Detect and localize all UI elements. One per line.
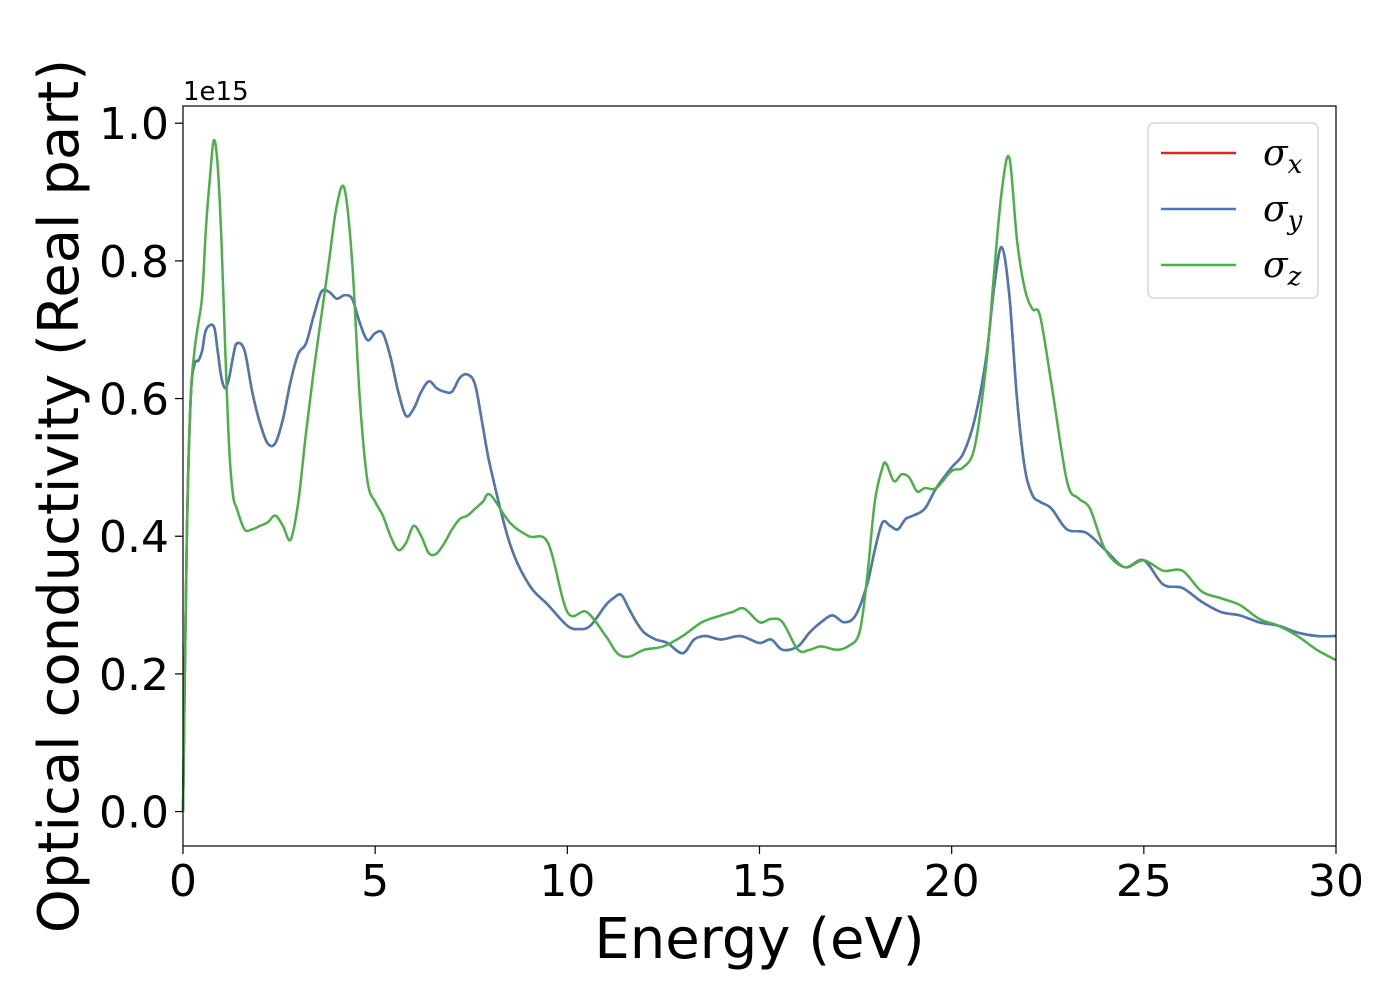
x-tick-label: 25 — [1116, 856, 1172, 907]
x-axis-label: Energy (eV) — [594, 907, 924, 972]
x-axis: 0 5 10 15 20 25 30 — [169, 846, 1364, 907]
legend-label-x: σx — [1263, 133, 1303, 180]
x-tick-label: 0 — [169, 856, 197, 907]
y-tick-label: 0.4 — [99, 512, 169, 563]
series-lines — [181, 138, 1337, 812]
legend-box — [1147, 122, 1319, 299]
x-tick-label: 30 — [1308, 856, 1364, 907]
legend-label-y: σy — [1263, 189, 1303, 236]
legend-label-z: σz — [1263, 245, 1302, 292]
legend: σx σy σz — [1147, 122, 1319, 299]
y-tick-label: 0.0 — [99, 788, 169, 839]
x-tick-label: 5 — [361, 856, 389, 907]
series-line-y — [181, 245, 1337, 812]
y-tick-label: 0.2 — [99, 650, 169, 701]
y-axis: 0.0 0.2 0.4 0.6 0.8 1.0 — [99, 99, 183, 839]
x-tick-label: 15 — [732, 856, 788, 907]
series-line-z — [181, 138, 1337, 812]
x-tick-label: 20 — [924, 856, 980, 907]
y-axis-label: Optical conductivity (Real part) — [27, 59, 92, 933]
y-tick-label: 1.0 — [99, 99, 169, 150]
x-tick-label: 10 — [539, 856, 595, 907]
y-tick-label: 0.6 — [99, 375, 169, 426]
y-tick-label: 0.8 — [99, 237, 169, 288]
y-offset-label: 1e15 — [183, 77, 249, 107]
